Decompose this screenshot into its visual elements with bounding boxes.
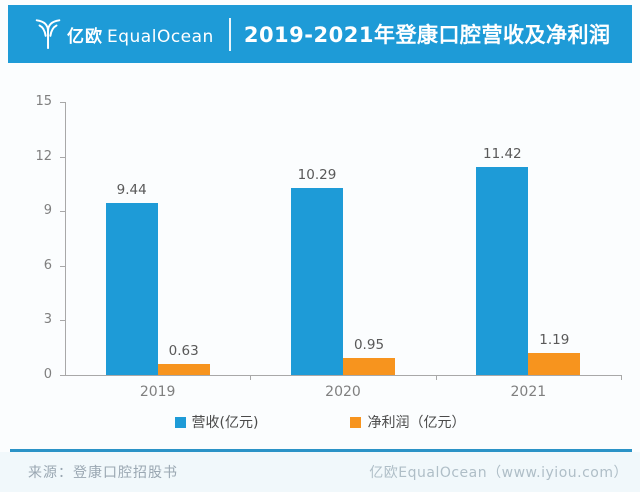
footer-rule (10, 449, 632, 452)
value-label-net-profit-2021: 1.19 (539, 332, 570, 349)
y-tick-label: 12 (35, 148, 52, 164)
brand-text: 亿欧 EqualOcean (67, 22, 214, 47)
legend-swatch-revenue (174, 416, 186, 428)
equalocean-logo: 亿欧 EqualOcean (33, 19, 214, 49)
legend-item-revenue: 营收(亿元) (174, 412, 259, 432)
bar-revenue-2020 (291, 187, 343, 375)
y-tick-label: 9 (43, 203, 52, 219)
value-label-revenue-2019: 9.44 (116, 182, 147, 199)
y-tick-label: 6 (43, 257, 52, 273)
value-label-net-profit-2020: 0.95 (353, 336, 385, 353)
value-label-revenue-2021: 11.42 (483, 146, 522, 163)
y-tick-label: 3 (43, 312, 52, 328)
bar-net-profit-2019 (157, 363, 210, 375)
watermark-credit: 亿欧EqualOcean（www.iyiou.com） (369, 465, 628, 481)
y-tick (60, 156, 65, 158)
legend-item-net-profit: 净利润（亿元） (350, 412, 465, 432)
value-label-net-profit-2019: 0.63 (168, 342, 199, 359)
x-tick (435, 375, 437, 380)
chart-legend: 营收(亿元) 净利润（亿元） (0, 412, 640, 432)
x-axis (65, 375, 622, 376)
bar-revenue-2019 (105, 203, 158, 375)
footer-strip (0, 452, 640, 492)
y-tick (60, 265, 65, 267)
header-divider (228, 17, 231, 51)
brand-english: EqualOcean (107, 26, 214, 47)
x-tick (621, 375, 622, 380)
x-category-label: 2020 (325, 384, 361, 400)
x-tick (250, 375, 252, 380)
y-tick (60, 320, 65, 322)
legend-swatch-net-profit (350, 416, 362, 428)
brand-chinese: 亿欧 (67, 26, 103, 47)
page-title: 2019-2021年登康口腔营收及净利润 (243, 23, 611, 47)
y-tick-label: 15 (35, 94, 52, 109)
equalocean-tree-icon (35, 19, 61, 49)
y-tick (60, 211, 65, 213)
y-tick (60, 102, 65, 103)
bar-revenue-2021 (476, 167, 529, 375)
legend-label-revenue: 营收(亿元) (191, 415, 259, 431)
bar-net-profit-2021 (528, 353, 581, 375)
y-tick (60, 375, 65, 376)
source-note: 来源：登康口腔招股书 (28, 465, 178, 481)
y-axis (65, 102, 66, 375)
value-label-revenue-2020: 10.29 (297, 166, 337, 183)
x-category-label: 2021 (510, 384, 547, 400)
x-category-label: 2019 (139, 384, 176, 400)
bar-net-profit-2020 (343, 357, 395, 375)
header-banner: 亿欧 EqualOcean 2019-2021年登康口腔营收及净利润 (8, 5, 632, 63)
y-tick-label: 0 (43, 367, 52, 382)
legend-label-net-profit: 净利润（亿元） (367, 415, 466, 431)
